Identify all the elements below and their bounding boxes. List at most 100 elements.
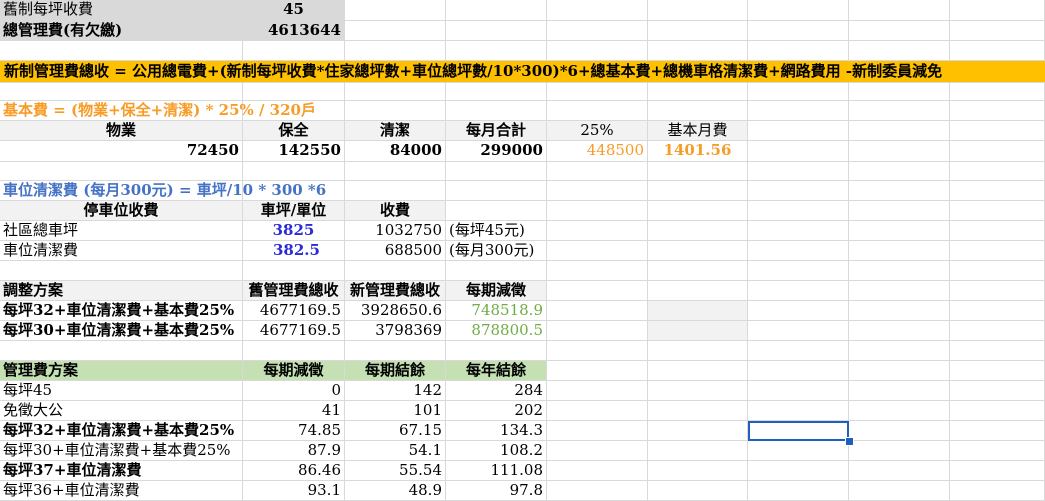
cell[interactable]: [849, 141, 950, 162]
cell[interactable]: [345, 21, 446, 41]
cell[interactable]: [345, 341, 446, 361]
cell[interactable]: [547, 241, 648, 261]
cell[interactable]: [849, 281, 950, 301]
cell[interactable]: [0, 341, 243, 361]
cell[interactable]: [345, 101, 446, 121]
value-25-percent[interactable]: 448500: [547, 141, 648, 162]
cell[interactable]: [648, 21, 748, 41]
value-cleaning[interactable]: 84000: [345, 141, 446, 162]
cell[interactable]: [446, 201, 547, 221]
cell[interactable]: [547, 0, 648, 21]
cell[interactable]: [648, 162, 748, 181]
cell[interactable]: [243, 261, 345, 281]
plan-row-balance[interactable]: 142: [345, 381, 446, 401]
cell[interactable]: [950, 341, 1045, 361]
plan-row-balance[interactable]: 67.15: [345, 421, 446, 441]
plan-row-reduction[interactable]: 0: [243, 381, 345, 401]
header-plan-reduction[interactable]: 每期減徵: [243, 361, 345, 381]
fill-handle[interactable]: [845, 437, 854, 446]
cell[interactable]: [950, 141, 1045, 162]
cell[interactable]: [648, 83, 748, 101]
parking-row-label[interactable]: 社區總車坪: [0, 221, 243, 241]
adjust-row-new[interactable]: 3928650.6: [345, 301, 446, 321]
cell[interactable]: [748, 221, 849, 241]
cell[interactable]: [849, 301, 950, 321]
cell[interactable]: [547, 83, 648, 101]
formula-banner[interactable]: 新制管理費總收 = 公用總電費+(新制每坪收費*住家總坪數+車位總坪數/10*3…: [0, 61, 1045, 83]
cell[interactable]: [547, 101, 648, 121]
cell[interactable]: [950, 461, 1045, 481]
cell[interactable]: [446, 0, 547, 21]
cell[interactable]: [648, 241, 748, 261]
header-security[interactable]: 保全: [243, 121, 345, 141]
header-plan-annual[interactable]: 每年結餘: [446, 361, 547, 381]
cell[interactable]: [950, 301, 1045, 321]
cell[interactable]: [446, 341, 547, 361]
cell[interactable]: [648, 101, 748, 121]
cell[interactable]: [648, 341, 748, 361]
cell[interactable]: [950, 221, 1045, 241]
cell[interactable]: [648, 321, 748, 341]
cell[interactable]: [446, 181, 547, 201]
header-period-reduction[interactable]: 每期減徵: [446, 281, 547, 301]
header-basic-monthly[interactable]: 基本月費: [648, 121, 748, 141]
cell[interactable]: [950, 0, 1045, 21]
cell[interactable]: [950, 381, 1045, 401]
cell[interactable]: [547, 401, 648, 421]
plan-row-label[interactable]: 每坪45: [0, 381, 243, 401]
cell[interactable]: [547, 481, 648, 501]
cell[interactable]: [0, 261, 243, 281]
plan-row-reduction[interactable]: 86.46: [243, 461, 345, 481]
cell[interactable]: [547, 181, 648, 201]
cell[interactable]: [0, 162, 243, 181]
parking-title[interactable]: 車位清潔費 (每月300元) = 車坪/10 * 300 *6: [0, 181, 326, 201]
parking-row-note[interactable]: (每坪45元): [446, 221, 547, 241]
cell[interactable]: [547, 41, 648, 61]
cell[interactable]: [547, 421, 648, 441]
cell[interactable]: [648, 481, 748, 501]
cell[interactable]: [849, 201, 950, 221]
header-fee-plan[interactable]: 管理費方案: [0, 361, 243, 381]
cell[interactable]: [748, 181, 849, 201]
cell[interactable]: [648, 421, 748, 441]
plan-row-label[interactable]: 每坪30+車位清潔費+基本費25%: [0, 441, 243, 461]
cell[interactable]: [648, 181, 748, 201]
cell[interactable]: [849, 461, 950, 481]
value-property[interactable]: 72450: [0, 141, 243, 162]
cell[interactable]: [849, 181, 950, 201]
cell[interactable]: [446, 162, 547, 181]
cell[interactable]: [849, 121, 950, 141]
cell[interactable]: [849, 341, 950, 361]
cell[interactable]: [243, 162, 345, 181]
cell[interactable]: [849, 321, 950, 341]
cell[interactable]: [547, 261, 648, 281]
cell[interactable]: [849, 21, 950, 41]
cell[interactable]: [950, 101, 1045, 121]
cell-total-fee-label[interactable]: 總管理費(有欠繳): [0, 21, 243, 41]
header-cleaning[interactable]: 清潔: [345, 121, 446, 141]
cell[interactable]: [849, 361, 950, 381]
cell[interactable]: [950, 21, 1045, 41]
cell[interactable]: [345, 0, 446, 21]
cell[interactable]: [648, 201, 748, 221]
cell[interactable]: [446, 261, 547, 281]
parking-row-unit[interactable]: 3825: [243, 221, 345, 241]
cell[interactable]: [849, 41, 950, 61]
cell[interactable]: [950, 401, 1045, 421]
cell[interactable]: [547, 162, 648, 181]
parking-row-fee[interactable]: 688500: [345, 241, 446, 261]
cell[interactable]: [648, 41, 748, 61]
cell[interactable]: [748, 381, 849, 401]
cell[interactable]: [748, 21, 849, 41]
cell[interactable]: [748, 301, 849, 321]
cell[interactable]: [748, 481, 849, 501]
cell[interactable]: [748, 241, 849, 261]
plan-row-annual[interactable]: 202: [446, 401, 547, 421]
cell[interactable]: [243, 181, 345, 201]
cell[interactable]: [748, 361, 849, 381]
plan-row-label[interactable]: 每坪37+車位清潔費: [0, 461, 243, 481]
cell[interactable]: [648, 281, 748, 301]
cell[interactable]: [748, 83, 849, 101]
header-25-percent[interactable]: 25%: [547, 121, 648, 141]
